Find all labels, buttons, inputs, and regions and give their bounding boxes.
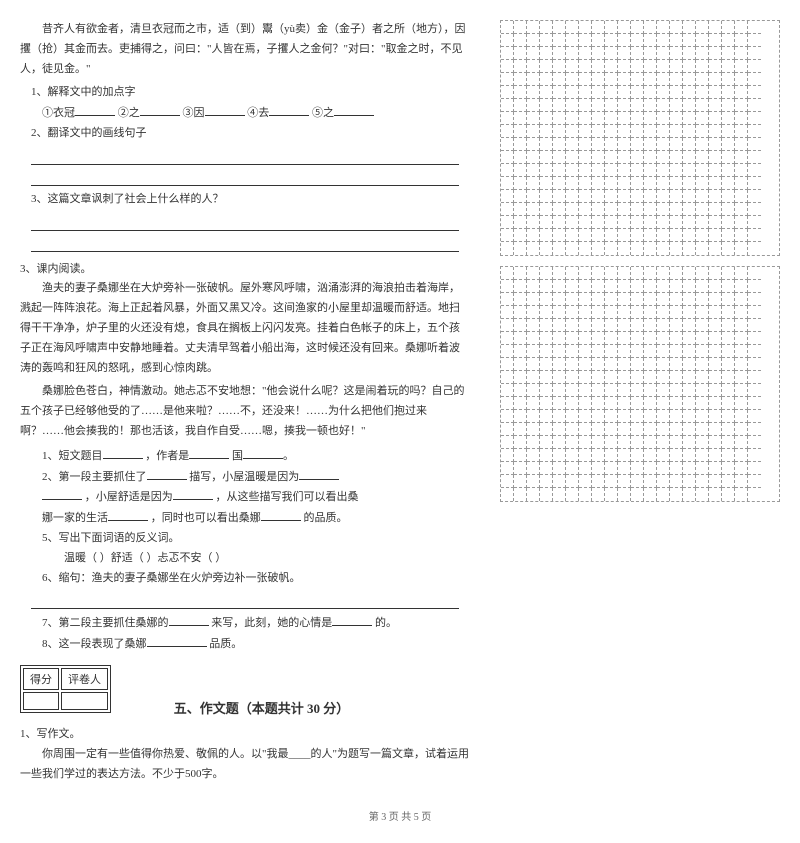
sub-q8: 8、这一段表现了桑娜 品质。 [42,634,470,655]
blank[interactable] [42,487,82,500]
blank[interactable] [332,613,372,626]
answer-line[interactable] [31,592,459,609]
composition-text: 你周围一定有一些值得你热爱、敬佩的人。以"我最____的人"为题写一篇文章，试着… [20,745,470,785]
blank[interactable] [147,634,207,647]
item-5: ⑤之 [312,107,334,119]
blank[interactable] [261,508,301,521]
sub-q7: 7、第二段主要抓住桑娜的 来写，此刻，她的心情是 的。 [42,613,470,634]
writing-grid-2[interactable] [500,266,780,502]
item-1: ①衣冠 [42,107,75,119]
section-3-label: 3、课内阅读。 [20,260,470,280]
answer-line[interactable] [31,235,459,252]
sub-q6: 6、缩句：渔夫的妻子桑娜坐在火炉旁边补一张破帆。 [42,569,470,589]
item-3: ③因 [183,107,205,119]
blank[interactable] [103,446,143,459]
section-5-title: 五、作文题（本题共计 30 分） [174,698,350,717]
text: 的品质。 [304,512,348,524]
sub-q2b: ，小屋舒适是因为 ，从这些描写我们可以看出桑 [42,487,470,508]
sub-q5b: 温暖（ ）舒适（ ）忐忑不安（ ） [64,549,470,569]
item-4: ④去 [247,107,269,119]
right-column [500,20,780,788]
question-3: 3、这篇文章讽刺了社会上什么样的人？ [31,190,470,210]
sub-q5: 5、写出下面词语的反义词。 [42,529,470,549]
text: 国 [232,450,243,462]
text: 品质。 [209,638,242,650]
question-2: 2、翻译文中的画线句子 [31,124,470,144]
sub-q3: 娜一家的生活 ，同时也可以看出桑娜 的品质。 [42,508,470,529]
blank[interactable] [269,103,309,116]
grader-cell[interactable] [61,692,108,710]
score-table: 得分评卷人 [20,665,111,713]
blank[interactable] [205,103,245,116]
text: 7、第二段主要抓住桑娜的 [42,617,169,629]
blank[interactable] [334,103,374,116]
sub-q2: 2、第一段主要抓住了 描写，小屋温暖是因为 [42,467,470,488]
question-1: 1、解释文中的加点字 [31,83,470,103]
score-cell[interactable] [23,692,59,710]
blank[interactable] [169,613,209,626]
text: ，从这些描写我们可以看出桑 [216,491,359,503]
passage-1: 昔齐人有欲金者，清旦衣冠而之市，适（到）鬻（yù卖）金（金子）者之所（地方），因… [20,20,470,79]
text: 8、这一段表现了桑娜 [42,638,147,650]
question-1-items: ①衣冠 ②之 ③因 ④去 ⑤之 [42,103,470,124]
composition-num: 1、写作文。 [20,725,470,745]
blank[interactable] [108,508,148,521]
blank[interactable] [189,446,229,459]
text: 的。 [375,617,397,629]
blank[interactable] [299,467,339,480]
blank[interactable] [75,103,115,116]
passage-2-p1: 渔夫的妻子桑娜坐在大炉旁补一张破帆。屋外寒风呼啸，汹涌澎湃的海浪拍击着海岸，溅起… [20,279,470,378]
text: ，同时也可以看出桑娜 [151,512,261,524]
text: 描写，小屋温暖是因为 [189,471,299,483]
text: 来写，此刻，她的心情是 [211,617,332,629]
text: 1、短文题目 [42,450,103,462]
blank[interactable] [243,446,283,459]
blank[interactable] [147,467,187,480]
text: ，作者是 [145,450,189,462]
page-footer: 第 3 页 共 5 页 [20,808,780,823]
writing-grid-1[interactable] [500,20,780,256]
answer-line[interactable] [31,214,459,231]
answer-line[interactable] [31,148,459,165]
score-header-2: 评卷人 [61,668,108,690]
item-2: ②之 [118,107,140,119]
text: 娜一家的生活 [42,512,108,524]
text: 2、第一段主要抓住了 [42,471,147,483]
text: ，小屋舒适是因为 [85,491,173,503]
score-header-1: 得分 [23,668,59,690]
passage-2-p2: 桑娜脸色苍白，神情激动。她忐忑不安地想："他会说什么呢？这是闹着玩的吗？自己的五… [20,382,470,441]
answer-line[interactable] [31,169,459,186]
left-column: 昔齐人有欲金者，清旦衣冠而之市，适（到）鬻（yù卖）金（金子）者之所（地方），因… [20,20,470,788]
sub-q1: 1、短文题目 ，作者是 国。 [42,446,470,467]
blank[interactable] [173,487,213,500]
page-container: 昔齐人有欲金者，清旦衣冠而之市，适（到）鬻（yù卖）金（金子）者之所（地方），因… [20,20,780,788]
blank[interactable] [140,103,180,116]
